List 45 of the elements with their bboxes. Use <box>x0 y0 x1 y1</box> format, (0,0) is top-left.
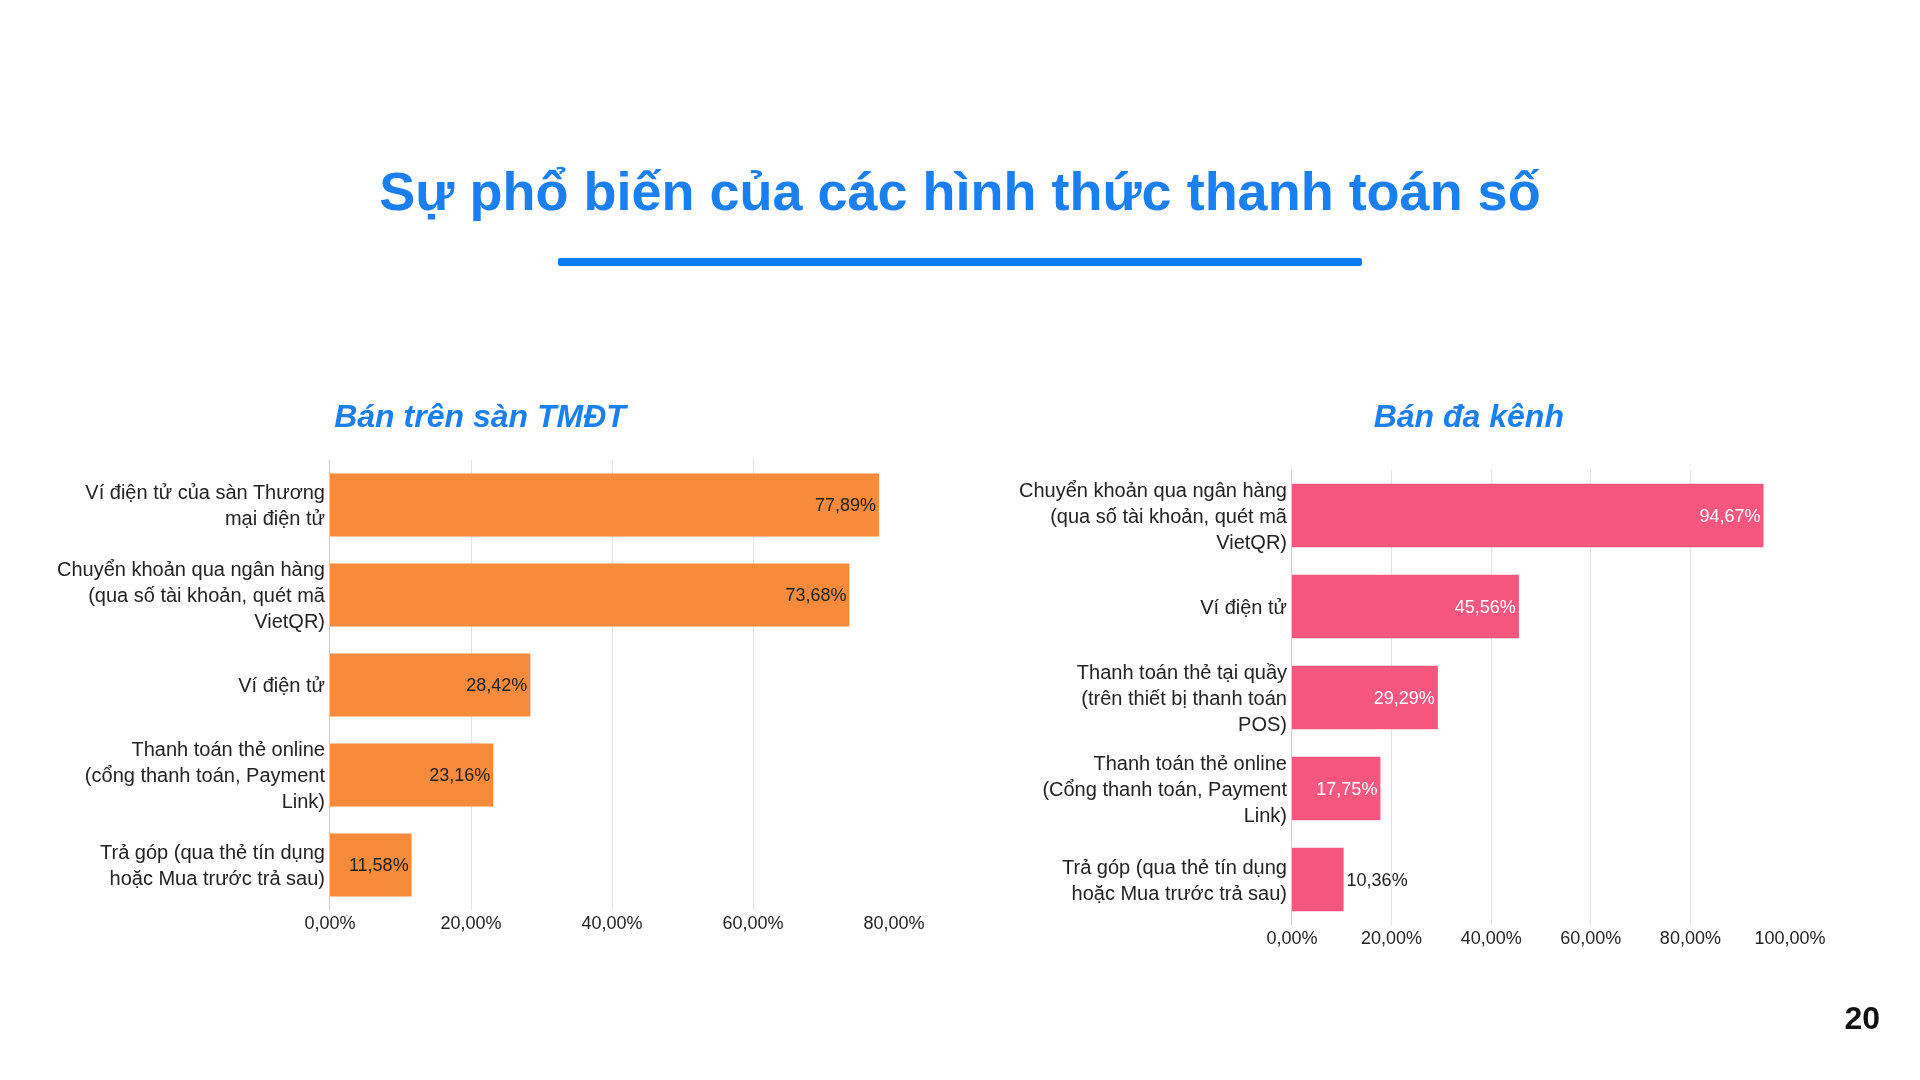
data-label: 11,58% <box>348 855 409 875</box>
bar <box>1292 483 1764 548</box>
x-tick-label: 80,00% <box>1659 928 1721 948</box>
data-label: 45,56% <box>1454 596 1516 617</box>
x-tick-label: 20,00% <box>440 913 502 933</box>
y-tick-label: Trả góp (qua thẻ tín dụng hoặc Mua trước trả sau) <box>100 841 325 889</box>
data-label: 28,42% <box>466 675 528 695</box>
x-tick-label: 40,00% <box>1460 928 1522 948</box>
y-tick-label: Thanh toán thẻ online (Cổng thanh toán, Payment Link) <box>1042 751 1288 826</box>
x-tick-label: 40,00% <box>581 913 643 933</box>
x-tick-label: 0,00% <box>304 913 356 933</box>
bar <box>330 563 850 627</box>
bar <box>1292 665 1438 730</box>
text: Sự phổ biến của các hình thức thanh toán số <box>378 160 1542 222</box>
chart-title: Bán đa kênh <box>1373 397 1564 434</box>
bar <box>1292 756 1381 821</box>
bar <box>330 653 531 717</box>
chart-title: Bán trên sàn TMĐT <box>334 397 629 434</box>
data-label: 10,36% <box>1346 869 1408 890</box>
data-label: 29,29% <box>1373 687 1435 708</box>
data-label: 23,16% <box>429 765 491 785</box>
x-tick-label: 60,00% <box>1560 928 1622 948</box>
data-label: 73,68% <box>785 585 847 605</box>
y-tick-label: Trả góp (qua thẻ tín dụng hoặc Mua trước trả sau) <box>1062 855 1287 904</box>
x-tick-label: 60,00% <box>722 913 784 933</box>
y-tick-label: Thanh toán thẻ online (cổng thanh toán, Payment Link) <box>84 738 326 812</box>
y-tick-label: Chuyển khoản qua ngân hàng (qua số tài khoản, quét mã VietQR) <box>56 558 326 632</box>
data-label: 94,67% <box>1699 505 1761 526</box>
bar <box>330 473 880 537</box>
data-label: 17,75% <box>1316 778 1378 799</box>
y-tick-label: Ví điện tử <box>1200 595 1287 618</box>
y-tick-label: Ví điện tử của sàn Thương mại điện tử <box>85 481 325 529</box>
x-tick-label: 0,00% <box>1266 928 1318 948</box>
bar <box>330 743 494 807</box>
y-tick-label: Ví điện tử <box>238 674 325 696</box>
data-label: 77,89% <box>815 495 877 515</box>
bar <box>330 833 412 897</box>
bar <box>1292 574 1519 639</box>
x-tick-label: 100,00% <box>1754 928 1826 948</box>
bar <box>1292 847 1344 912</box>
y-tick-label: Chuyển khoản qua ngân hàng (qua số tài khoản, quét mã VietQR) <box>1018 478 1288 553</box>
text: 20 <box>1844 1000 1880 1037</box>
y-tick-label: Thanh toán thẻ tại quầy (trên thiết bị thanh toán POS) <box>1076 660 1287 735</box>
x-tick-label: 20,00% <box>1361 928 1423 948</box>
x-tick-label: 80,00% <box>863 913 925 933</box>
